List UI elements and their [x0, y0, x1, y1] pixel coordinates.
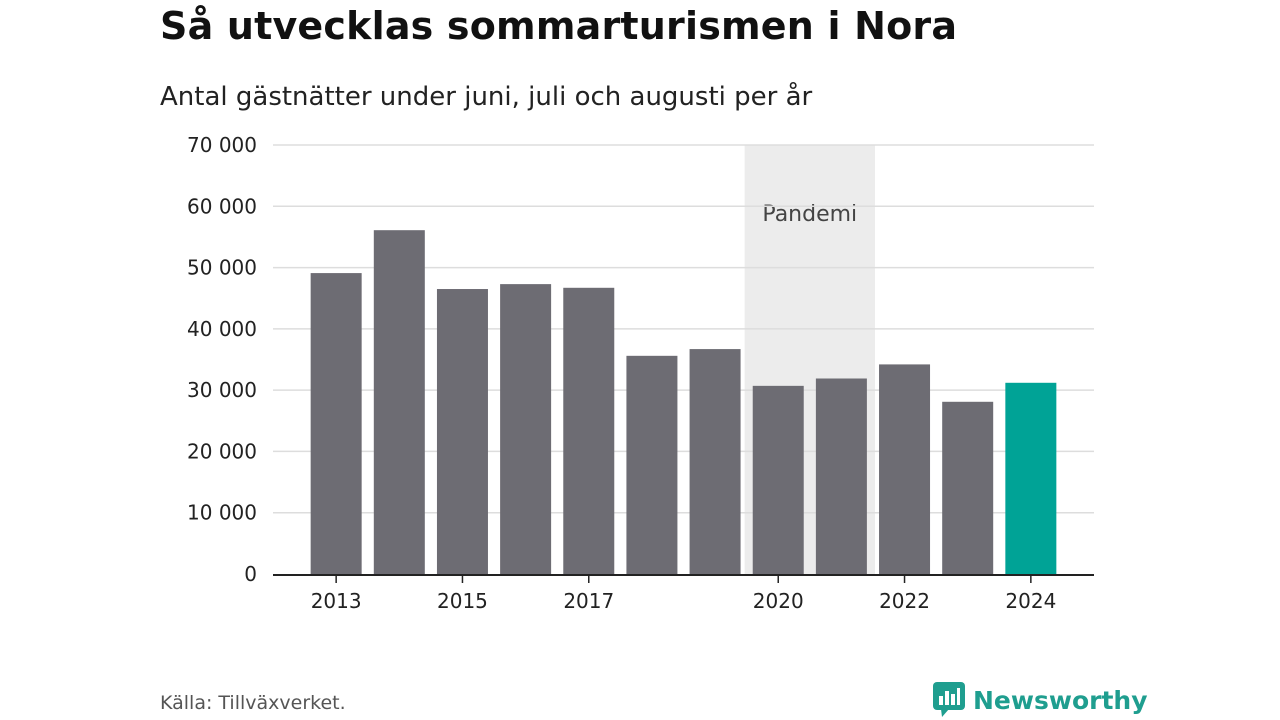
y-tick-label: 70 000 [187, 133, 257, 157]
y-tick-label: 10 000 [187, 501, 257, 525]
bar-2022 [879, 364, 931, 574]
brand-logo: Newsworthy [933, 682, 1148, 718]
bar-2016 [500, 284, 552, 574]
bar-2015 [436, 289, 488, 574]
y-tick-label: 30 000 [187, 378, 257, 402]
y-tick-label: 20 000 [187, 439, 257, 463]
chart-title: Så utvecklas sommarturismen i Nora [160, 4, 958, 48]
brand-name: Newsworthy [973, 685, 1148, 715]
bar-2019 [689, 349, 741, 574]
bar-2013 [310, 273, 362, 574]
bar-2020 [752, 385, 804, 574]
bar-2023 [942, 401, 994, 574]
y-tick-label: 40 000 [187, 317, 257, 341]
source-note: Källa: Tillväxverket. [160, 692, 346, 714]
bar-2014 [373, 230, 425, 575]
y-tick-label: 50 000 [187, 256, 257, 280]
chart-subtitle: Antal gästnätter under juni, juli och au… [160, 82, 813, 112]
x-tick-label: 2015 [437, 589, 488, 613]
x-tick-label: 2020 [753, 589, 804, 613]
bar-2021 [815, 378, 867, 574]
x-tick-label: 2024 [1005, 589, 1056, 613]
bar-2018 [626, 355, 678, 574]
bar-2017 [563, 287, 615, 574]
y-tick-label: 0 [244, 562, 257, 586]
x-tick-label: 2017 [563, 589, 614, 613]
newsworthy-logo-icon [933, 682, 965, 717]
x-tick-label: 2022 [879, 589, 930, 613]
x-tick-label: 2013 [311, 589, 362, 613]
y-tick-label: 60 000 [187, 194, 257, 218]
bar-2024 [1005, 382, 1057, 574]
